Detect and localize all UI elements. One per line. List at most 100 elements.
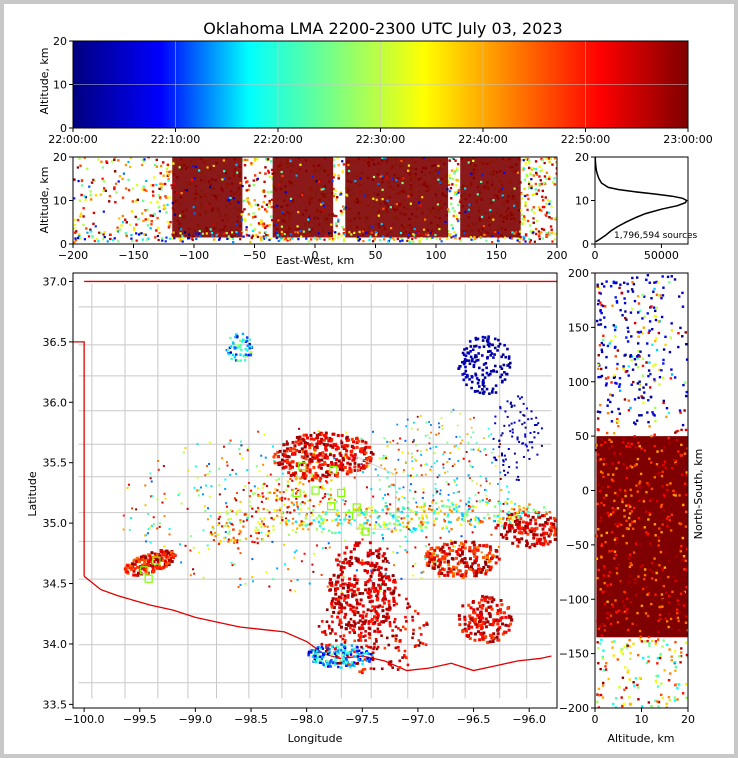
source-point (325, 470, 329, 474)
ew-dense-band (345, 157, 449, 238)
source-point (383, 437, 386, 440)
source-point (506, 415, 509, 418)
source-point (355, 441, 359, 445)
source-point (273, 452, 277, 456)
source-point (346, 594, 350, 598)
source-point (334, 463, 338, 467)
source-point (224, 487, 227, 490)
source-point (341, 456, 345, 460)
ew-point (194, 232, 197, 235)
ew-point (232, 240, 235, 244)
source-point (496, 611, 500, 615)
source-point (244, 347, 247, 351)
ew-point (242, 199, 245, 203)
source-point (368, 636, 371, 640)
source-point (331, 620, 334, 624)
source-point (301, 437, 305, 441)
time-height-ytick: 0 (60, 122, 67, 135)
source-point (350, 449, 354, 453)
source-point (356, 588, 360, 592)
source-point (371, 563, 375, 567)
source-point (361, 647, 365, 650)
ew-point (260, 205, 264, 208)
source-point (315, 649, 319, 653)
ew-point (453, 210, 456, 213)
ew-point (141, 199, 145, 203)
source-point (488, 622, 492, 626)
source-point (375, 612, 379, 616)
source-point (334, 632, 337, 635)
source-point (353, 578, 357, 582)
source-point (381, 457, 384, 460)
source-point (402, 486, 405, 489)
source-point (289, 473, 293, 477)
source-point (345, 448, 348, 451)
source-point (400, 517, 403, 520)
ew-point (101, 177, 104, 180)
source-point (307, 507, 310, 510)
source-point (345, 455, 349, 459)
source-point (147, 560, 151, 564)
ew-point (540, 168, 544, 171)
source-point (387, 493, 390, 496)
source-point (161, 501, 164, 504)
source-point (361, 616, 365, 620)
source-point (146, 558, 150, 562)
source-point (403, 649, 407, 653)
source-point (365, 644, 368, 648)
source-point (382, 591, 386, 595)
ew-point (401, 181, 404, 185)
source-point (478, 638, 482, 642)
source-point (462, 353, 466, 357)
source-point (334, 650, 337, 654)
source-point (257, 494, 260, 498)
east-west-ytick: 10 (53, 195, 67, 208)
source-point (334, 447, 338, 451)
ew-point (198, 234, 202, 237)
source-point (526, 532, 530, 536)
source-point (148, 559, 152, 563)
source-point (338, 560, 341, 563)
source-point (375, 589, 379, 593)
source-point (345, 431, 348, 434)
ew-point (337, 177, 340, 180)
source-point (396, 551, 399, 554)
source-point (218, 511, 221, 514)
source-point (374, 587, 378, 591)
ew-point (145, 189, 148, 193)
source-point (340, 643, 343, 646)
time-height-xtick: 22:10:00 (151, 133, 200, 146)
ew-point (268, 238, 271, 242)
ew-point (520, 222, 523, 226)
ew-point (103, 235, 106, 239)
ew-point (253, 159, 257, 162)
source-point (342, 656, 345, 660)
ew-point (542, 181, 546, 185)
ew-point (467, 208, 471, 211)
source-point (316, 648, 319, 651)
source-point (389, 441, 392, 444)
source-point (218, 467, 221, 470)
source-point (367, 657, 370, 660)
ew-point (530, 184, 533, 188)
source-point (212, 539, 216, 542)
source-point (246, 517, 249, 520)
ew-point (548, 200, 552, 203)
source-point (317, 465, 321, 469)
source-point (506, 485, 509, 488)
source-point (364, 441, 368, 445)
source-point (159, 558, 163, 562)
ew-point (412, 233, 415, 236)
ew-point (528, 237, 531, 241)
source-point (493, 346, 497, 350)
source-point (345, 653, 349, 657)
source-point (353, 609, 357, 613)
source-point (326, 665, 330, 668)
histogram-ytick: 10 (575, 195, 589, 208)
source-point (343, 644, 347, 647)
source-point (313, 451, 316, 454)
source-point (413, 609, 417, 613)
source-point (130, 517, 133, 520)
source-point (479, 615, 483, 619)
ew-point (451, 183, 454, 186)
